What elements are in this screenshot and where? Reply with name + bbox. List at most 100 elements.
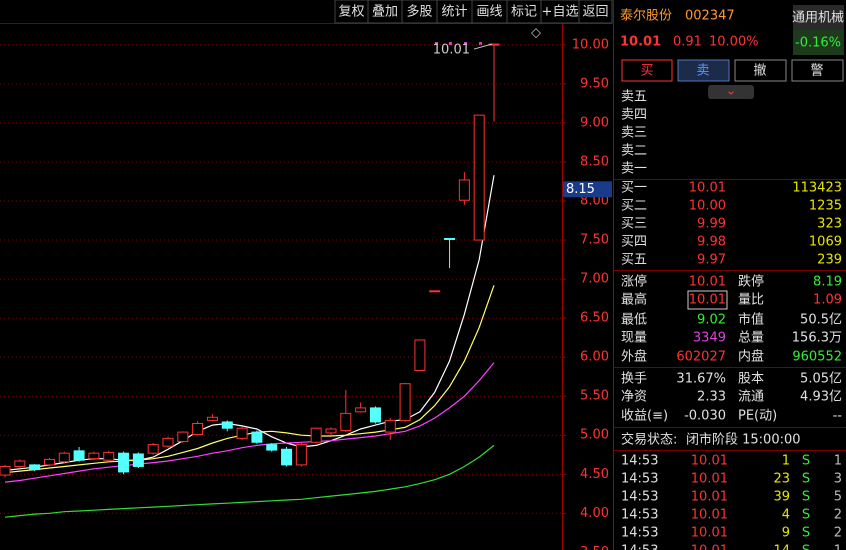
y-tick-label: 8.50 xyxy=(580,154,609,169)
stock-name: 泰尔股份 xyxy=(620,9,672,24)
finance-value: 2.33 xyxy=(697,390,726,405)
candle-body xyxy=(58,452,70,463)
bid-label: 买一 xyxy=(621,181,647,196)
candle-body xyxy=(266,444,278,451)
y-tick-label: 5.00 xyxy=(580,428,609,443)
price-marker-box xyxy=(563,181,612,198)
tick-count: 2 xyxy=(834,508,842,523)
high-arrow xyxy=(473,43,493,50)
tick-time: 14:53 xyxy=(621,544,658,550)
candle-body xyxy=(0,465,11,476)
tick-side: S xyxy=(802,544,810,550)
tick-count: 5 xyxy=(834,490,842,505)
candle-body xyxy=(221,421,233,429)
expand-arrow: ⌄ xyxy=(726,84,737,99)
tick-price: 10.01 xyxy=(691,454,728,469)
ask-label: 卖五 xyxy=(621,90,647,105)
toolbar-button-frame[interactable] xyxy=(578,0,613,24)
candle-body xyxy=(192,423,204,435)
tick-count: 2 xyxy=(834,526,842,541)
ask-label: 卖一 xyxy=(621,162,647,177)
expand-tab[interactable] xyxy=(708,85,754,99)
toolbar-button[interactable]: 画线 xyxy=(476,5,502,20)
candle-body xyxy=(473,114,485,241)
cancel-button-frame xyxy=(734,59,787,82)
y-tick-label: 9.00 xyxy=(580,115,609,130)
finance-label: 股本 xyxy=(738,372,764,387)
candle-body xyxy=(384,419,396,433)
candle-body xyxy=(118,452,130,473)
candle-body xyxy=(88,452,100,460)
moving-average-line xyxy=(4,285,495,474)
toolbar-button[interactable]: 返回 xyxy=(582,5,608,20)
stat-value: 10.01 xyxy=(689,275,726,290)
tick-volume: 9 xyxy=(782,526,790,541)
buy-button-frame xyxy=(621,59,673,82)
finance-label: PE(动) xyxy=(738,409,777,424)
trade-button[interactable]: 警 xyxy=(810,63,823,79)
y-tick-label: 7.00 xyxy=(580,272,609,287)
bid-price: 10.01 xyxy=(689,181,726,196)
bid-volume: 323 xyxy=(817,217,842,232)
tick-price: 10.01 xyxy=(691,508,728,523)
high-label: 10.01 xyxy=(433,43,470,58)
finance-label: 换手 xyxy=(621,372,647,387)
stat-label: 总量 xyxy=(738,331,764,346)
toolbar-button[interactable]: 标记 xyxy=(511,5,537,20)
candle-body xyxy=(236,427,248,439)
bid-label: 买二 xyxy=(621,199,647,214)
y-tick-label: 9.50 xyxy=(580,76,609,91)
sector-change: -0.16% xyxy=(795,36,841,51)
toolbar-button[interactable]: 多股 xyxy=(406,4,432,20)
tick-time: 14:53 xyxy=(621,454,658,469)
top-dots xyxy=(435,42,482,45)
trade-button[interactable]: 撤 xyxy=(753,63,766,79)
dot xyxy=(479,42,482,45)
tick-count: 3 xyxy=(834,472,842,487)
price-change: 0.91 xyxy=(673,35,702,50)
alert-button-frame xyxy=(791,59,844,82)
candle-body xyxy=(369,407,381,423)
candle-body xyxy=(281,448,293,466)
stat-label: 外盘 xyxy=(621,349,647,365)
bid-price: 9.97 xyxy=(697,253,726,268)
dot xyxy=(449,42,452,45)
finance-value: 5.05亿 xyxy=(800,372,842,387)
finance-label: 流通 xyxy=(738,390,764,405)
tick-time: 14:53 xyxy=(621,490,658,505)
finance-value: 4.93亿 xyxy=(800,390,842,405)
toolbar-button[interactable]: 复权 xyxy=(338,4,364,20)
dot xyxy=(435,42,438,45)
toolbar-button[interactable]: +自选 xyxy=(542,5,579,20)
candle-body xyxy=(310,427,322,443)
toolbar-button[interactable]: 统计 xyxy=(441,5,467,20)
tick-time: 14:53 xyxy=(621,526,658,541)
trade-button[interactable]: 卖 xyxy=(696,64,709,79)
tick-time: 14:53 xyxy=(621,508,658,523)
tick-price: 10.01 xyxy=(691,526,728,541)
y-tick-label: 5.50 xyxy=(580,389,609,404)
tick-volume: 23 xyxy=(773,472,790,487)
y-tick-label: 4.00 xyxy=(580,506,609,521)
candle-body xyxy=(355,407,367,413)
tick-volume: 1 xyxy=(782,454,790,469)
stat-label: 现量 xyxy=(621,331,647,346)
bid-label: 买四 xyxy=(621,235,647,250)
ask-label: 卖四 xyxy=(621,108,647,123)
candle-body xyxy=(14,460,26,467)
tick-side: S xyxy=(802,490,810,505)
price-change-pct: 10.00% xyxy=(709,35,759,50)
y-tick-label: 7.50 xyxy=(580,233,609,248)
trade-button[interactable]: 买 xyxy=(640,64,653,79)
y-tick-label: 3.50 xyxy=(580,545,609,550)
moving-average-line xyxy=(4,362,495,483)
toolbar-button[interactable]: 叠加 xyxy=(372,5,398,20)
stock-code: 002347 xyxy=(685,9,735,24)
dot xyxy=(464,42,467,45)
high-frame xyxy=(687,290,728,310)
bid-price: 9.99 xyxy=(697,217,726,232)
tick-side: S xyxy=(802,508,810,523)
moving-average-line xyxy=(4,175,495,471)
settings-icon[interactable]: ◇ xyxy=(531,26,541,41)
finance-label: 净资 xyxy=(621,390,647,405)
